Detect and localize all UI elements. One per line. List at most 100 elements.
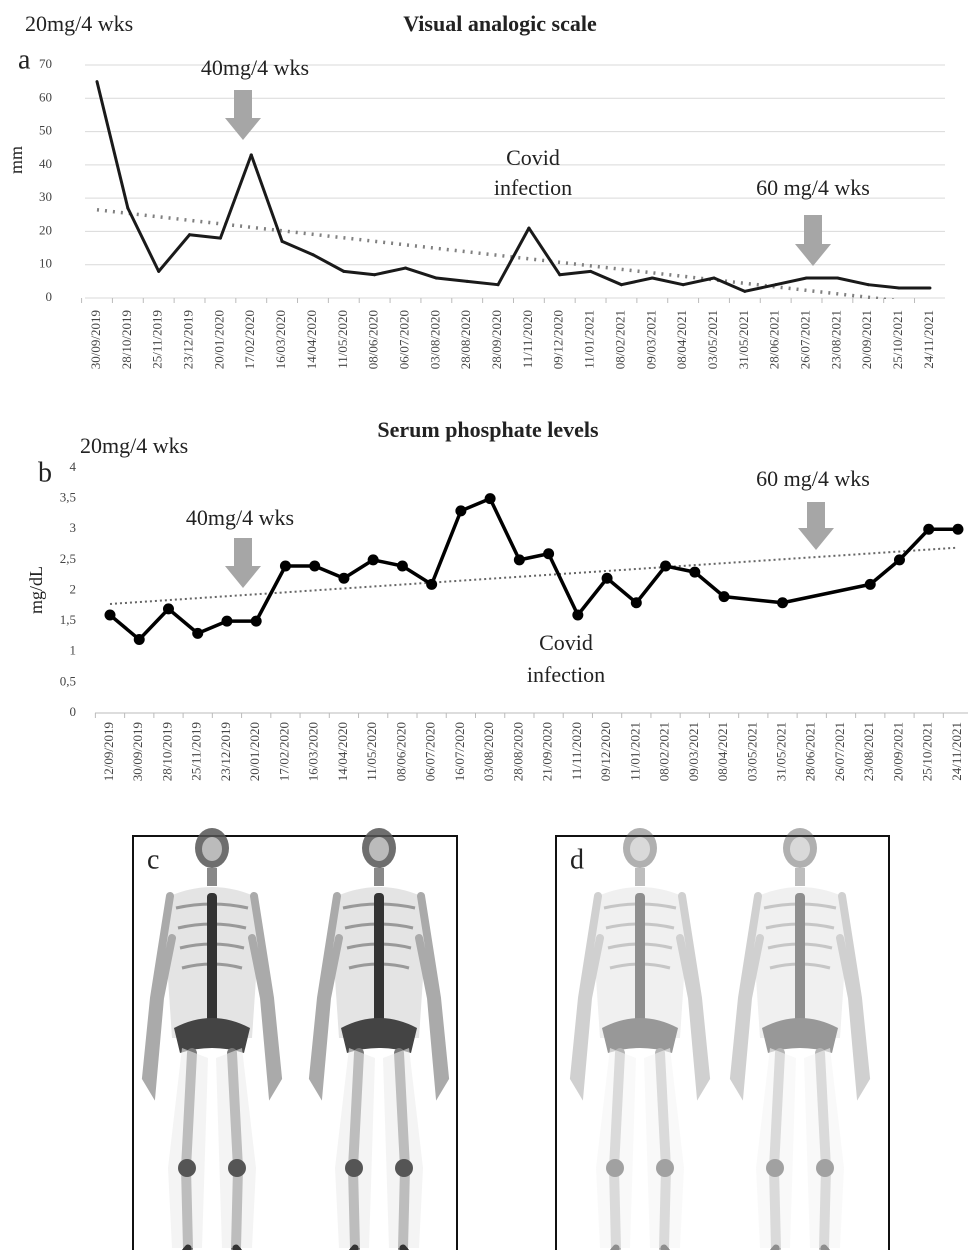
- x-tick-label: 28/08/2020: [458, 310, 473, 369]
- panel-label: a: [18, 44, 31, 75]
- data-point: [280, 561, 291, 572]
- line-segment: [578, 578, 607, 615]
- line-segment: [432, 511, 461, 585]
- x-tick-label: 31/05/2021: [774, 722, 789, 781]
- x-tick-label: 30/09/2019: [88, 310, 103, 369]
- x-tick-label: 08/06/2020: [366, 310, 381, 369]
- bone-scan: [574, 828, 706, 1250]
- x-tick-label: 14/04/2020: [304, 310, 319, 369]
- x-tick-label: 23/12/2019: [181, 310, 196, 369]
- y-tick-label: 0: [70, 704, 77, 719]
- x-tick-label: 08/04/2021: [674, 310, 689, 369]
- annotation: 20mg/4 wks: [80, 433, 188, 458]
- x-tick-label: 03/05/2021: [705, 310, 720, 369]
- x-tick-label: 23/08/2021: [861, 722, 876, 781]
- y-tick-label: 40: [39, 156, 52, 171]
- line-segment: [282, 241, 313, 254]
- panel-label: b: [38, 457, 52, 488]
- y-axis-label: mm: [6, 146, 26, 174]
- annotation: Covid: [539, 630, 593, 655]
- x-tick-label: 20/01/2020: [211, 310, 226, 369]
- line-segment: [870, 560, 899, 585]
- x-tick-label: 14/04/2020: [335, 722, 350, 781]
- data-point: [105, 610, 116, 621]
- x-tick-label: 08/04/2021: [715, 722, 730, 781]
- y-tick-label: 0,5: [60, 673, 76, 688]
- line-segment: [837, 278, 868, 285]
- y-tick-label: 50: [39, 123, 52, 138]
- x-tick-label: 09/03/2021: [686, 722, 701, 781]
- y-tick-label: 0: [46, 289, 53, 304]
- y-tick-label: 4: [70, 459, 77, 474]
- line-segment: [783, 584, 871, 602]
- x-tick-label: 28/09/2020: [489, 310, 504, 369]
- x-tick-label: 16/03/2020: [306, 722, 321, 781]
- arrow: [795, 215, 831, 266]
- line-segment: [607, 578, 636, 603]
- line-segment: [344, 271, 375, 274]
- annotation: 40mg/4 wks: [186, 505, 294, 530]
- x-tick-label: 11/05/2020: [364, 722, 379, 781]
- x-tick-label: 20/01/2020: [247, 722, 262, 781]
- bone-scan: [734, 828, 866, 1250]
- y-tick-label: 3,5: [60, 490, 76, 505]
- line-segment: [899, 529, 928, 560]
- x-tick-label: 06/07/2020: [396, 310, 411, 369]
- line-segment: [168, 609, 197, 634]
- data-point: [397, 561, 408, 572]
- x-tick-label: 28/06/2021: [767, 310, 782, 369]
- annotation: infection: [527, 662, 605, 687]
- x-tick-label: 11/11/2020: [520, 310, 535, 368]
- x-tick-label: 09/12/2020: [551, 310, 566, 369]
- x-tick-label: 16/03/2020: [273, 310, 288, 369]
- line-segment: [621, 278, 652, 285]
- x-tick-label: 08/02/2021: [612, 310, 627, 369]
- line-segment: [97, 82, 128, 208]
- x-tick-label: 17/02/2020: [242, 310, 257, 369]
- x-tick-label: 26/07/2021: [798, 310, 813, 369]
- y-tick-label: 60: [39, 89, 52, 104]
- x-tick-label: 23/08/2021: [828, 310, 843, 369]
- x-tick-label: 08/02/2021: [657, 722, 672, 781]
- annotation: 60 mg/4 wks: [756, 175, 870, 200]
- x-tick-label: 21/09/2020: [540, 722, 555, 781]
- line-segment: [560, 271, 591, 274]
- x-tick-label: 03/08/2020: [427, 310, 442, 369]
- line-segment: [683, 278, 714, 285]
- data-point: [192, 628, 203, 639]
- data-point: [602, 573, 613, 584]
- data-point: [426, 579, 437, 590]
- chart-title: Visual analogic scale: [403, 11, 597, 36]
- line-segment: [695, 572, 724, 597]
- bone-scan: [313, 828, 445, 1250]
- line-segment: [745, 285, 776, 292]
- line-segment: [636, 566, 665, 603]
- line-segment: [159, 235, 190, 272]
- data-point: [631, 597, 642, 608]
- y-tick-label: 1: [70, 643, 77, 658]
- annotation: 40mg/4 wks: [201, 55, 309, 80]
- figure: c d Visual analogic scaleamm010203040506…: [0, 0, 974, 1250]
- line-segment: [467, 281, 498, 284]
- arrow: [798, 502, 834, 550]
- x-tick-label: 12/09/2019: [101, 722, 116, 781]
- y-tick-label: 1,5: [60, 612, 76, 627]
- line-segment: [868, 285, 899, 288]
- line-segment: [190, 235, 221, 238]
- x-tick-label: 23/12/2019: [218, 722, 233, 781]
- arrow: [225, 90, 261, 140]
- chart-title: Serum phosphate levels: [377, 417, 599, 442]
- data-point: [923, 524, 934, 535]
- data-point: [894, 554, 905, 565]
- x-tick-label: 26/07/2021: [832, 722, 847, 781]
- data-point: [338, 573, 349, 584]
- data-point: [660, 561, 671, 572]
- panel-label: c: [147, 844, 159, 875]
- data-point: [572, 610, 583, 621]
- line-segment: [313, 255, 344, 272]
- y-axis-label: mg/dL: [26, 566, 46, 614]
- line-segment: [549, 554, 578, 615]
- line-segment: [776, 278, 807, 285]
- x-tick-label: 11/11/2020: [569, 722, 584, 780]
- x-tick-label: 11/05/2020: [335, 310, 350, 369]
